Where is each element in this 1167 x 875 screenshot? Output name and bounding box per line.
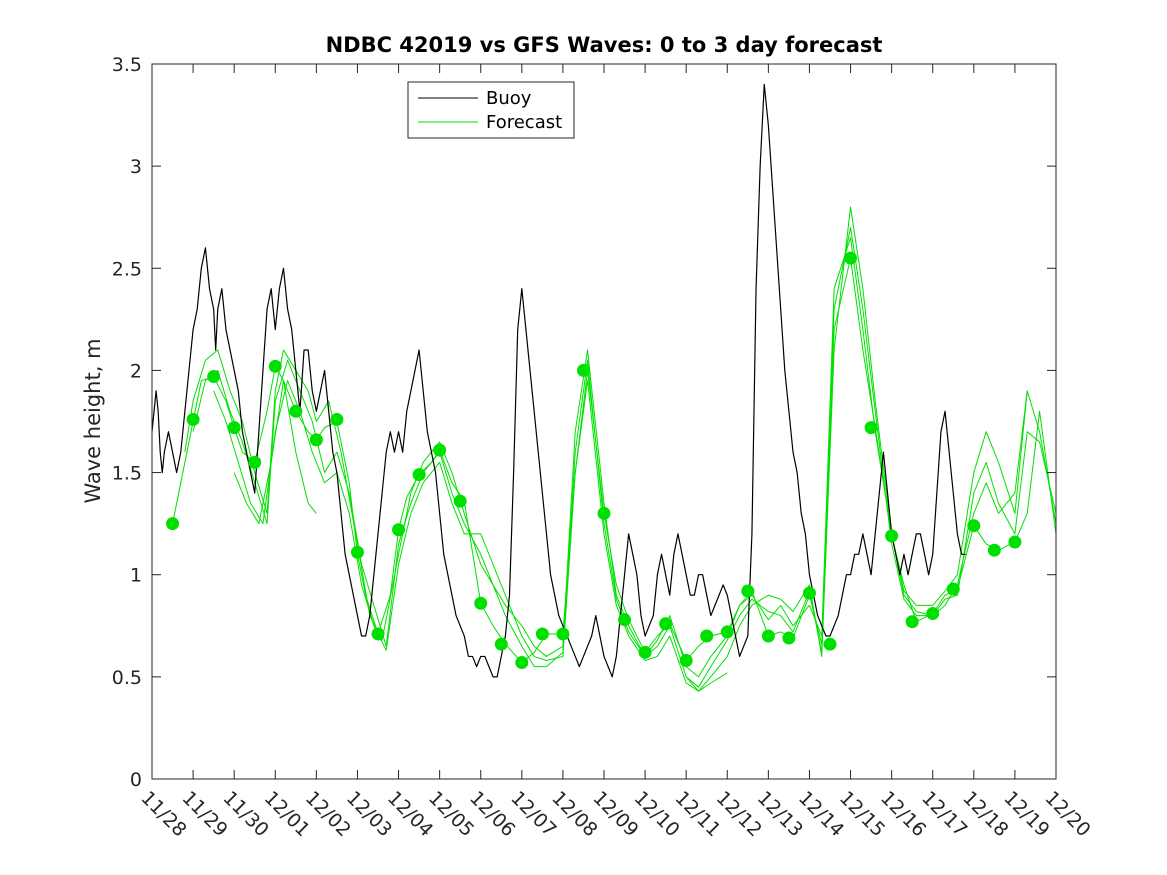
forecast-point-27: [720, 625, 734, 639]
y-tick-label: 3: [130, 156, 142, 178]
forecast-point-24: [659, 617, 673, 631]
buoy-line: [152, 83, 966, 678]
plot-area: [152, 64, 1056, 779]
y-tick-label: 2: [130, 360, 142, 382]
forecast-point-3: [227, 421, 241, 435]
forecast-point-21: [597, 506, 611, 520]
forecast-point-6: [289, 404, 303, 418]
forecast-point-22: [618, 613, 632, 627]
forecast-point-15: [474, 596, 488, 610]
forecast-point-11: [392, 523, 406, 537]
forecast-point-12: [412, 468, 426, 482]
forecast-line-4: [233, 380, 317, 525]
forecast-point-38: [946, 582, 960, 596]
y-tick-label: 1.5: [112, 463, 142, 485]
forecast-point-30: [782, 631, 796, 645]
forecast-point-5: [268, 359, 282, 373]
forecast-point-35: [885, 529, 899, 543]
legend: Buoy Forecast: [407, 81, 575, 139]
forecast-point-19: [556, 627, 570, 641]
forecast-point-40: [987, 543, 1001, 557]
forecast-point-17: [515, 656, 529, 670]
forecast-line-5: [685, 672, 728, 692]
forecast-point-29: [761, 629, 775, 643]
clipped-series: [152, 83, 1056, 692]
y-tick-label: 0: [130, 769, 142, 791]
axes-layer: [151, 63, 1057, 780]
forecast-point-10: [371, 627, 385, 641]
forecast-point-37: [926, 607, 940, 621]
forecast-point-1: [186, 412, 200, 426]
y-tick-label: 2.5: [112, 258, 142, 280]
forecast-point-33: [844, 251, 858, 265]
forecast-point-9: [350, 545, 364, 559]
forecast-point-32: [823, 637, 837, 651]
forecast-point-20: [576, 363, 590, 377]
forecast-point-23: [638, 645, 652, 659]
forecast-point-31: [802, 586, 816, 600]
y-tick-label: 3.5: [112, 54, 142, 76]
forecast-point-41: [1008, 535, 1022, 549]
forecast-point-36: [905, 615, 919, 629]
forecast-point-16: [494, 637, 508, 651]
series-layer: [152, 83, 1056, 692]
forecast-point-14: [453, 494, 467, 508]
y-tick-label: 0.5: [112, 667, 142, 689]
forecast-point-39: [967, 519, 981, 533]
legend-label-forecast: Forecast: [486, 112, 562, 133]
forecast-point-7: [309, 433, 323, 447]
forecast-point-34: [864, 421, 878, 435]
forecast-point-8: [330, 412, 344, 426]
forecast-line-1: [184, 237, 1028, 678]
forecast-line-2: [192, 226, 1056, 688]
chart-title: NDBC 42019 vs GFS Waves: 0 to 3 day fore…: [326, 33, 883, 57]
legend-box: [407, 81, 575, 139]
y-axis-label: Wave height, m: [81, 338, 105, 503]
legend-label-buoy: Buoy: [486, 88, 532, 109]
forecast-point-26: [700, 629, 714, 643]
forecast-point-28: [741, 584, 755, 598]
y-tick-labels: 0 0.5 1 1.5 2 2.5 3 3.5: [112, 54, 142, 791]
y-tick-label: 1: [130, 565, 142, 587]
forecast-point-18: [535, 627, 549, 641]
forecast-point-0: [166, 517, 180, 531]
forecast-point-13: [433, 443, 447, 457]
forecast-point-25: [679, 654, 693, 668]
forecast-point-2: [207, 370, 221, 384]
forecast-point-4: [248, 455, 262, 469]
